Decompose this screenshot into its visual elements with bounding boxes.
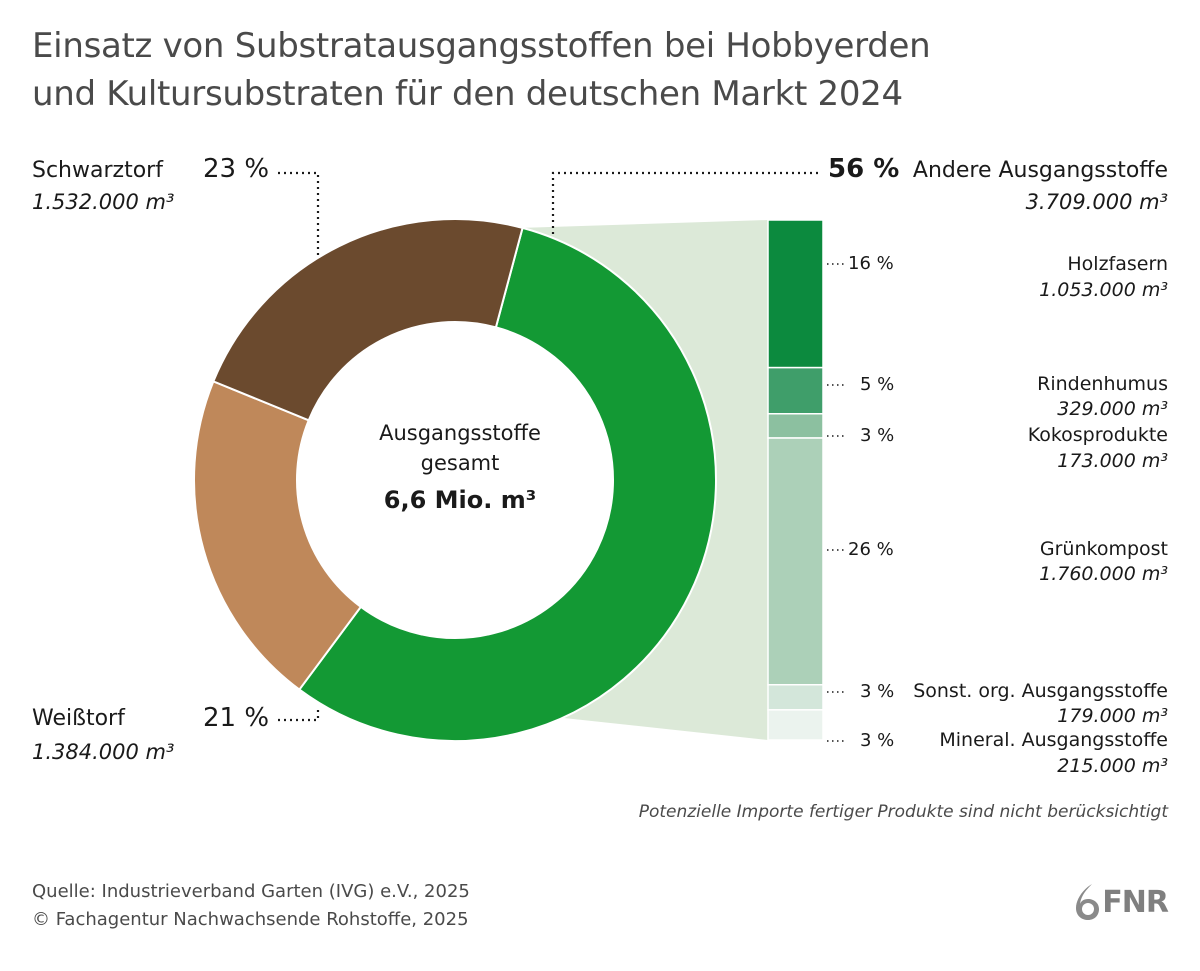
donut-slice-schwarztorf <box>212 218 524 422</box>
breakdown-bar-mineral <box>767 709 824 741</box>
leader-line-weisstorf <box>278 708 320 722</box>
donut-center: Ausgangsstoffe gesamt 6,6 Mio. m³ <box>335 418 585 514</box>
label-schwarztorf-pct: 23 % <box>203 154 270 184</box>
sub-pct-mineral: 3 % <box>860 730 895 751</box>
fnr-logo-icon <box>1076 884 1100 920</box>
leader-line-schwarztorf <box>278 171 320 258</box>
center-label-line1: Ausgangsstoffe <box>379 421 541 445</box>
footnote: Potenzielle Importe fertiger Produkte si… <box>638 802 1168 822</box>
sub-pct-gruenkompost: 26 % <box>848 539 894 560</box>
sub-pct-rindenhumus: 5 % <box>860 374 895 395</box>
sub-name-mineral: Mineral. Ausgangsstoffe <box>939 729 1168 751</box>
chart-title-line2: und Kultursubstraten für den deutschen M… <box>32 74 903 114</box>
label-weisstorf-name: Weißtorf <box>32 706 125 731</box>
sub-volume-sonst: 179.000 m³ <box>1057 705 1168 727</box>
sub-pct-kokos: 3 % <box>860 425 895 446</box>
sub-pct-holzfasern: 16 % <box>848 253 894 274</box>
label-andere-pct: 56 % <box>828 154 900 184</box>
sub-volume-kokos: 173.000 m³ <box>1057 450 1168 472</box>
sub-name-gruenkompost: Grünkompost <box>1039 538 1168 560</box>
center-total: 6,6 Mio. m³ <box>383 486 537 514</box>
breakdown-bar-sonst <box>767 684 824 711</box>
sub-name-holzfasern: Holzfasern <box>1067 253 1168 275</box>
sub-volume-holzfasern: 1.053.000 m³ <box>1039 279 1168 301</box>
sub-pct-sonst: 3 % <box>860 681 895 702</box>
sub-name-sonst: Sonst. org. Ausgangsstoffe <box>913 680 1168 702</box>
sub-name-rindenhumus: Rindenhumus <box>1037 373 1168 395</box>
breakdown-bar-rindenhumus <box>767 366 824 415</box>
label-andere-volume: 3.709.000 m³ <box>1025 190 1168 214</box>
fnr-logo-text: FNR <box>1102 884 1169 920</box>
sub-volume-mineral: 215.000 m³ <box>1057 755 1168 777</box>
donut-slice-weisstorf <box>193 380 363 691</box>
breakdown-bar-holzfasern <box>767 219 824 369</box>
chart-title: Einsatz von Substratausgangsstoffen bei … <box>32 22 1172 118</box>
breakdown-bar-gruenkompost <box>767 437 824 686</box>
sub-volume-rindenhumus: 329.000 m³ <box>1057 398 1168 420</box>
copyright-line: © Fachagentur Nachwachsende Rohstoffe, 2… <box>32 909 469 930</box>
chart-title-line1: Einsatz von Substratausgangsstoffen bei … <box>32 26 931 66</box>
sub-name-kokos: Kokosprodukte <box>1027 424 1168 446</box>
source-block: Quelle: Industrieverband Garten (IVG) e.… <box>32 878 470 934</box>
leader-line-andere <box>551 171 818 238</box>
donut-slice-andere <box>297 226 717 742</box>
label-weisstorf-volume: 1.384.000 m³ <box>32 740 175 764</box>
breakdown-bar-kokos <box>767 413 824 439</box>
label-andere-name: Andere Ausgangsstoffe <box>912 158 1168 183</box>
fnr-logo: FNR <box>1072 882 1169 922</box>
label-schwarztorf-volume: 1.532.000 m³ <box>32 190 175 214</box>
sub-volume-gruenkompost: 1.760.000 m³ <box>1039 563 1168 585</box>
center-label-line2: gesamt <box>420 451 500 475</box>
label-schwarztorf-name: Schwarztorf <box>32 158 163 183</box>
label-weisstorf-pct: 21 % <box>203 703 270 733</box>
source-line: Quelle: Industrieverband Garten (IVG) e.… <box>32 881 470 902</box>
